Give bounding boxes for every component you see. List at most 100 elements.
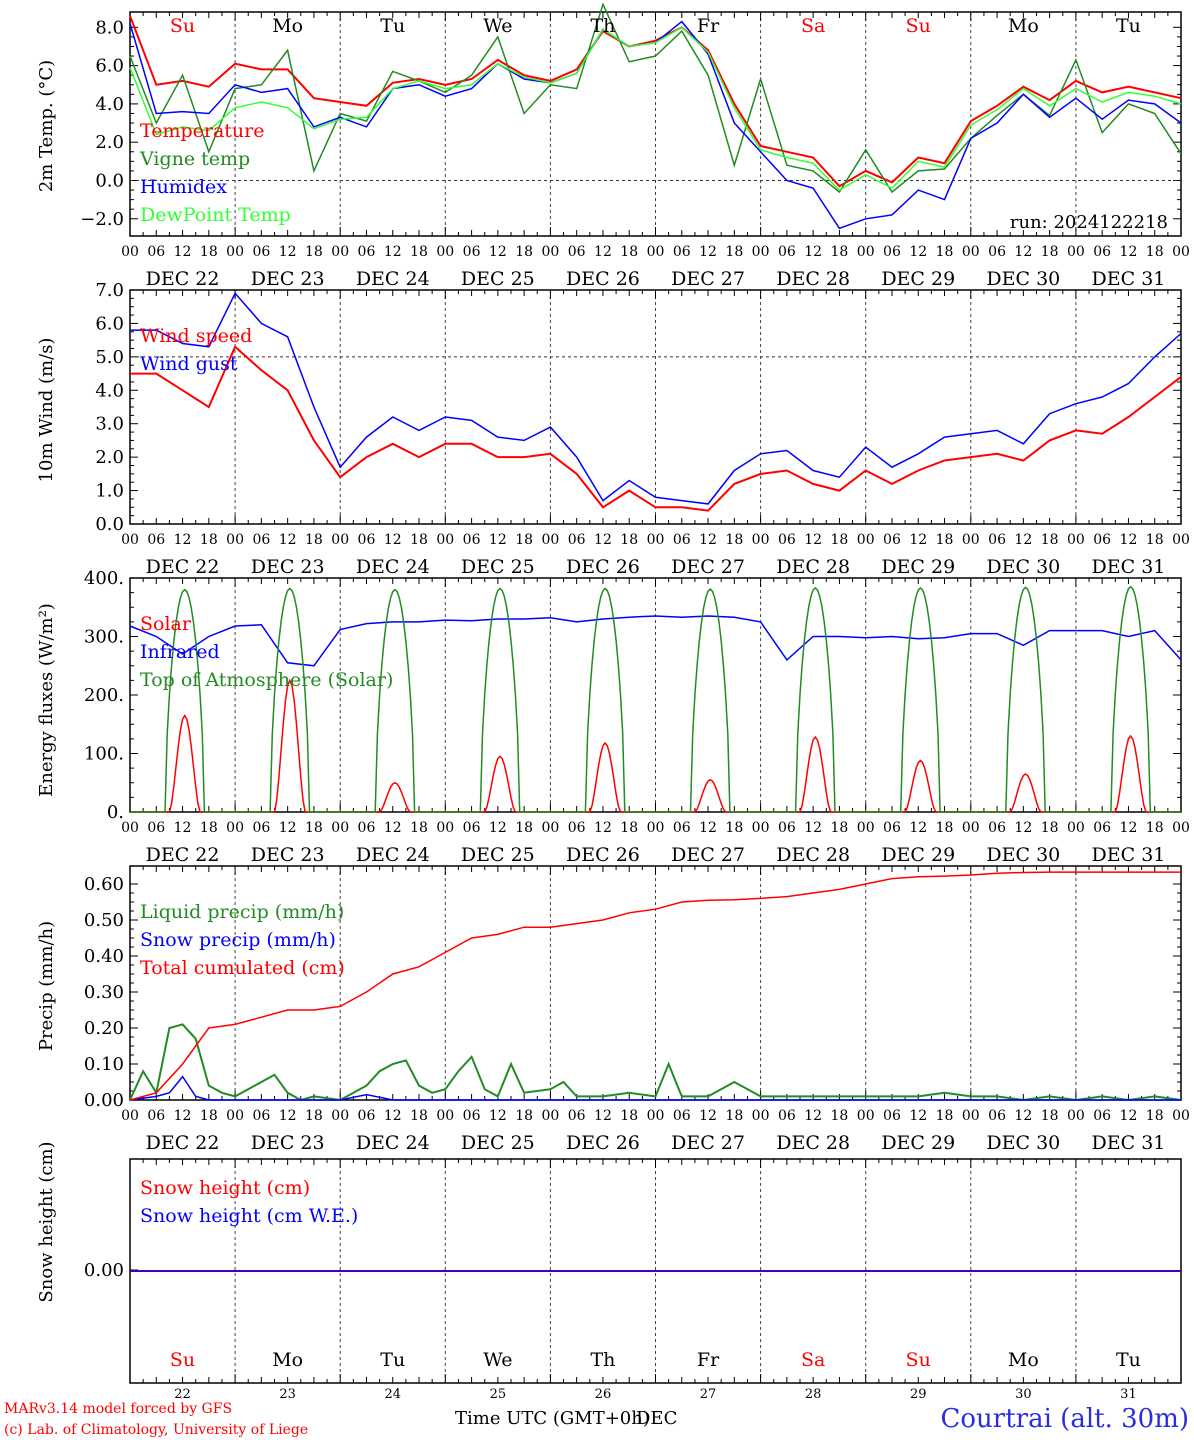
hour-label: 06 (147, 820, 165, 836)
day-number: 27 (700, 1387, 717, 1402)
hour-label: 00 (962, 1108, 980, 1124)
hour-label: 12 (174, 532, 192, 548)
date-label: DEC 22 (146, 556, 220, 578)
series-line-2 (129, 871, 1181, 1101)
date-label: DEC 22 (146, 268, 220, 290)
y-tick-label: 4.0 (95, 380, 124, 401)
legend-entry: Total cumulated (cm) (140, 957, 345, 979)
y-axis: 0. 100. 200. 300. 400. (84, 568, 1181, 823)
date-label: DEC 31 (1092, 268, 1166, 290)
hour-label: 00 (121, 244, 139, 260)
hour-label: 00 (752, 244, 770, 260)
hour-label: 12 (1120, 820, 1138, 836)
hour-label: 12 (909, 820, 927, 836)
day-number: 31 (1120, 1387, 1137, 1402)
day-name: Mo (1008, 1349, 1039, 1371)
hour-label: 12 (909, 532, 927, 548)
meteogram-footer: MARv3.14 model forced by GFS (c) Lab. of… (4, 1401, 1189, 1438)
date-label: DEC 31 (1092, 556, 1166, 578)
date-label: DEC 27 (671, 556, 745, 578)
hour-label: 12 (174, 1108, 192, 1124)
y-tick-label: 2.0 (95, 132, 124, 153)
series-line-1 (129, 2, 1182, 194)
y-tick-label: 300. (84, 627, 124, 648)
legend-entry: Wind speed (140, 325, 252, 347)
series-line-1 (129, 1075, 1181, 1101)
hour-label: 18 (620, 820, 638, 836)
y-tick-label: 0.00 (84, 1260, 124, 1281)
y-tick-label: 0.50 (84, 910, 124, 931)
hour-label: 12 (1014, 532, 1032, 548)
hour-label: 00 (436, 244, 454, 260)
hour-label: 06 (988, 1108, 1006, 1124)
hour-label: 12 (1014, 244, 1032, 260)
day-name: Su (906, 1349, 931, 1371)
hour-label: 00 (541, 1108, 559, 1124)
day-number: 29 (910, 1387, 927, 1402)
day-name: Mo (272, 1349, 303, 1371)
hour-label: 00 (857, 532, 875, 548)
y-axis: 0.0 1.0 2.0 3.0 4.0 5.0 6.0 7.0 (95, 280, 1181, 535)
hour-label: 12 (279, 532, 297, 548)
date-label: DEC 26 (566, 1132, 640, 1154)
y-axis-label: Energy fluxes (W/m²) (36, 603, 57, 797)
date-label: DEC 25 (461, 268, 535, 290)
day-name: Fr (697, 15, 720, 37)
hour-label: 00 (1172, 1108, 1190, 1124)
meteogram-panels: −2.0 0.0 2.0 4.0 6.0 8.0 2m Temp. (°C) Temperat… (36, 2, 1190, 1402)
hour-label: 18 (1146, 244, 1164, 260)
hour-label: 06 (463, 1108, 481, 1124)
hour-label: 18 (725, 244, 743, 260)
series-group (129, 2, 1182, 230)
hour-label: 06 (252, 1108, 270, 1124)
legend: Snow height (cm) Snow height (cm W.E.) (140, 1177, 358, 1227)
hour-label: 06 (988, 532, 1006, 548)
date-label: DEC 30 (986, 1132, 1060, 1154)
hour-label: 12 (804, 532, 822, 548)
hour-label: 12 (594, 532, 612, 548)
chart-panel-3: 0. 100. 200. 300. 400. Energy fluxes (W/m²) So… (36, 568, 1190, 866)
legend: Wind speed Wind gust (140, 325, 252, 375)
day-names: Su Mo Tu We Th Fr Sa Su Mo Tu (170, 1349, 1141, 1371)
hour-label: 06 (673, 532, 691, 548)
hour-label: 00 (1067, 1108, 1085, 1124)
date-label: DEC 24 (356, 1132, 430, 1154)
hour-label: 18 (305, 820, 323, 836)
date-label: DEC 26 (566, 844, 640, 866)
location-title: Courtrai (alt. 30m) (941, 1404, 1190, 1434)
date-label: DEC 31 (1092, 844, 1166, 866)
hour-label: 00 (647, 820, 665, 836)
y-tick-label: 0.20 (84, 1018, 124, 1039)
chart-panel-1: −2.0 0.0 2.0 4.0 6.0 8.0 2m Temp. (°C) Temperat… (36, 2, 1190, 290)
hour-label: 06 (358, 1108, 376, 1124)
hour-label: 00 (436, 1108, 454, 1124)
day-name: Su (906, 15, 931, 37)
hour-label: 18 (200, 1108, 218, 1124)
hour-label: 18 (936, 820, 954, 836)
hour-label: 18 (1041, 532, 1059, 548)
date-label: DEC 23 (251, 556, 325, 578)
hour-label: 12 (594, 820, 612, 836)
y-tick-label: 8.0 (95, 17, 124, 38)
date-label: DEC 24 (356, 556, 430, 578)
date-label: DEC 29 (881, 844, 955, 866)
y-axis: 0.00 0.10 0.20 0.30 0.40 0.50 0.60 (84, 874, 1181, 1111)
legend: Liquid precip (mm/h) Snow precip (mm/h) To… (140, 901, 345, 979)
hour-label: 06 (252, 244, 270, 260)
date-label: DEC 28 (776, 556, 850, 578)
hour-label: 00 (541, 532, 559, 548)
legend-entry: Top of Atmosphere (Solar) (140, 669, 393, 691)
hour-label: 18 (515, 820, 533, 836)
hour-label: 00 (962, 532, 980, 548)
y-tick-label: 0.00 (84, 1090, 124, 1111)
legend-entry: Solar (140, 613, 192, 635)
run-annotation: run: 2024122218 (1010, 212, 1168, 233)
date-label: DEC 28 (776, 844, 850, 866)
hour-label: 18 (1041, 244, 1059, 260)
y-tick-label: 200. (84, 685, 124, 706)
hour-label: 12 (1014, 820, 1032, 836)
hour-label: 12 (384, 244, 402, 260)
series-line-3 (129, 26, 1182, 192)
date-label: DEC 29 (881, 268, 955, 290)
